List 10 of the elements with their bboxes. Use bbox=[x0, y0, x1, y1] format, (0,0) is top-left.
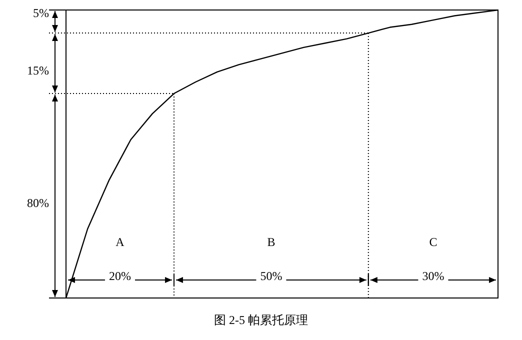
annotation: C bbox=[429, 235, 438, 250]
annotation: B bbox=[267, 235, 276, 250]
annotation: 50% bbox=[260, 269, 282, 284]
annotation: 30% bbox=[422, 269, 444, 284]
text: 80% bbox=[27, 196, 49, 210]
text: 15% bbox=[27, 63, 49, 78]
annotation: 20% bbox=[109, 269, 131, 284]
text: 5% bbox=[33, 6, 49, 20]
caption: 图 2-5 帕累托原理 bbox=[213, 312, 309, 329]
annotation: A bbox=[116, 235, 125, 250]
